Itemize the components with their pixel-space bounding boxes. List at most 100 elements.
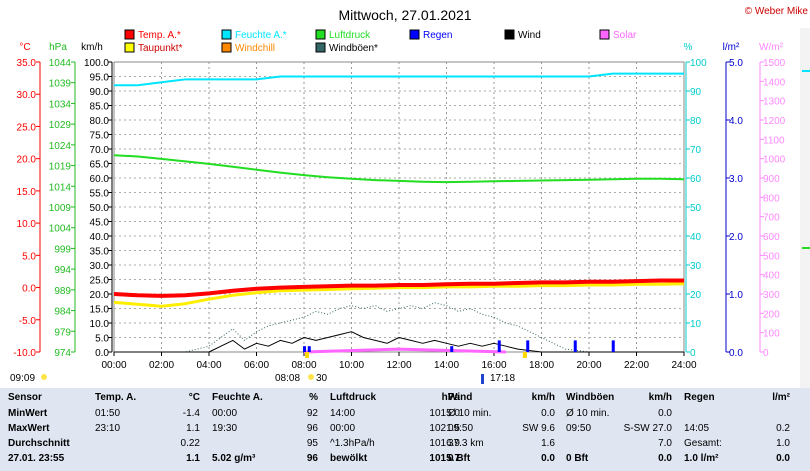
panel-cell: Feuchte A. (212, 392, 263, 403)
solar-axis-tick-label: 800 (763, 193, 780, 204)
legend-swatch (599, 29, 610, 40)
temp-axis-tick-label: 0.0 (22, 284, 36, 295)
solar-axis-tick-label: 1500 (763, 58, 786, 69)
legend-label: Taupunkt* (138, 43, 183, 54)
panel-cell: MinWert (8, 408, 48, 419)
panel-cell: SW 9.6 (522, 423, 555, 434)
temp-axis-tick-label: 10.0 (17, 219, 37, 230)
hum-axis-tick-label: 10 (690, 319, 702, 330)
press-axis-tick-label: 989 (54, 286, 71, 297)
wind-axis-tick-label: 55.0 (90, 189, 110, 200)
wind-axis-tick-label: 95.0 (90, 73, 110, 84)
press-axis-tick-label: 1029 (49, 120, 72, 131)
panel-cell: 1.6 (541, 438, 555, 449)
right-edge-panel (800, 28, 810, 388)
rain-bar (526, 340, 530, 352)
panel-cell: 1015.7 (429, 453, 460, 464)
x-tick-label: 22:00 (624, 360, 649, 371)
credit-text: © Weber Mike (745, 6, 809, 17)
sun-icon (41, 374, 47, 380)
panel-cell: ^1.3hPa/h (330, 438, 375, 449)
panel-cell: 0.0 (541, 453, 555, 464)
solar-axis-tick-label: 600 (763, 232, 780, 243)
panel-cell: 1015.0 (429, 408, 460, 419)
series-solar-line (303, 347, 506, 354)
rain-axis-tick-label: 1.0 (729, 290, 743, 301)
wind-axis-tick-label: 60.0 (90, 174, 110, 185)
hum-axis-tick-label: 50 (690, 203, 702, 214)
legend-swatch (409, 29, 420, 40)
hum-axis-tick-label: 20 (690, 290, 702, 301)
legend-swatch (315, 42, 326, 53)
solar-axis-tick-label: 400 (763, 271, 780, 282)
rain-axis-tick-label: 3.0 (729, 174, 743, 185)
series-feuchte-line (114, 72, 684, 87)
panel-cell: Wind (448, 392, 473, 403)
panel-cell: Sensor (8, 392, 42, 403)
legend-label: Windböen* (329, 43, 378, 54)
rain-axis-tick-label: 4.0 (729, 116, 743, 127)
press-axis-tick-label: 984 (54, 307, 71, 318)
x-tick-label: 20:00 (576, 360, 601, 371)
panel-cell: km/h (648, 392, 672, 403)
panel-cell: Windböen (566, 392, 615, 403)
press-axis-tick-label: 1009 (49, 203, 72, 214)
panel-cell: 0.22 (180, 438, 200, 449)
panel-cell: 96 (306, 453, 318, 464)
press-axis-tick-label: 1014 (49, 182, 72, 193)
time-left: 09:09 (10, 373, 35, 384)
x-tick-label: 08:00 (291, 360, 316, 371)
panel-cell: 95 (306, 438, 318, 449)
temp-axis-tick-label: 5.0 (22, 251, 36, 262)
wind-axis-tick-label: 10.0 (90, 319, 110, 330)
solar-axis-tick-label: 300 (763, 290, 780, 301)
wind-axis-tick-label: 70.0 (90, 145, 110, 156)
sunset-time: 17:18 (490, 373, 515, 384)
legend-swatch (221, 29, 232, 40)
hum-axis-unit: % (684, 42, 693, 53)
wind-axis-tick-label: 80.0 (90, 116, 110, 127)
panel-cell: Ø 10 min. (566, 408, 610, 419)
x-tick-label: 02:00 (149, 360, 174, 371)
panel-cell: Temp. A. (95, 392, 137, 403)
legend-label: Wind (518, 30, 541, 41)
hum-axis-tick-label: 40 (690, 232, 702, 243)
press-axis-tick-label: 1024 (49, 141, 72, 152)
wind-axis-tick-label: 0.0 (95, 348, 109, 359)
press-axis-tick-label: 999 (54, 244, 71, 255)
legend-swatch (221, 42, 232, 53)
panel-current-row: 27.01. 23:55 1.1 5.02 g/m³ 96 bewölkt 1015.7 0… (0, 451, 810, 466)
panel-cell: % (309, 392, 318, 403)
panel-cell: 0.0 (541, 408, 555, 419)
x-tick-label: 04:00 (196, 360, 221, 371)
panel-cell: 1.0 (776, 438, 790, 449)
solar-axis-unit: W/m² (759, 42, 784, 53)
x-tick-label: 14:00 (434, 360, 459, 371)
temp-axis-tick-label: 15.0 (17, 187, 37, 198)
hum-axis-tick-label: 30 (690, 261, 702, 272)
press-axis-tick-label: 1004 (49, 224, 72, 235)
x-axis: 00:00 02:00 04:00 06:00 08:00 10:00 12:00 14:00… (101, 352, 697, 371)
solar-axis-tick-label: 1400 (763, 77, 786, 88)
panel-cell: 00:00 (212, 408, 238, 419)
hum-axis-tick-label: 100 (690, 58, 707, 69)
panel-cell: Gesamt: (684, 438, 722, 449)
hum-axis-tick-label: 0 (690, 348, 696, 359)
panel-cell: 1.1 (186, 453, 200, 464)
wind-axis-tick-label: 20.0 (90, 290, 110, 301)
press-axis-unit: hPa (49, 42, 67, 53)
wind-axis-tick-label: 5.0 (95, 334, 109, 345)
moon-phase: 30 (316, 373, 328, 384)
wind-axis-tick-label: 50.0 (90, 203, 110, 214)
legend-label: Temp. A.* (138, 30, 181, 41)
press-axis-tick-label: 979 (54, 327, 71, 338)
wind-axis-tick-label: 45.0 (90, 218, 110, 229)
axis-units: °C hPa km/h% l/m² W/m² (19, 42, 783, 53)
temp-axis-tick-label: 35.0 (17, 58, 37, 69)
panel-cell: MaxWert (8, 423, 50, 434)
chart-legend: Temp. A.* Feuchte A.* Luftdruck Regen Wind So… (124, 29, 637, 54)
weather-chart: Mittwoch, 27.01.2021 © Weber Mike Temp. … (10, 6, 810, 388)
series-wind-line (114, 331, 684, 353)
panel-cell: hPa (441, 392, 460, 403)
x-tick-label: 18:00 (529, 360, 554, 371)
